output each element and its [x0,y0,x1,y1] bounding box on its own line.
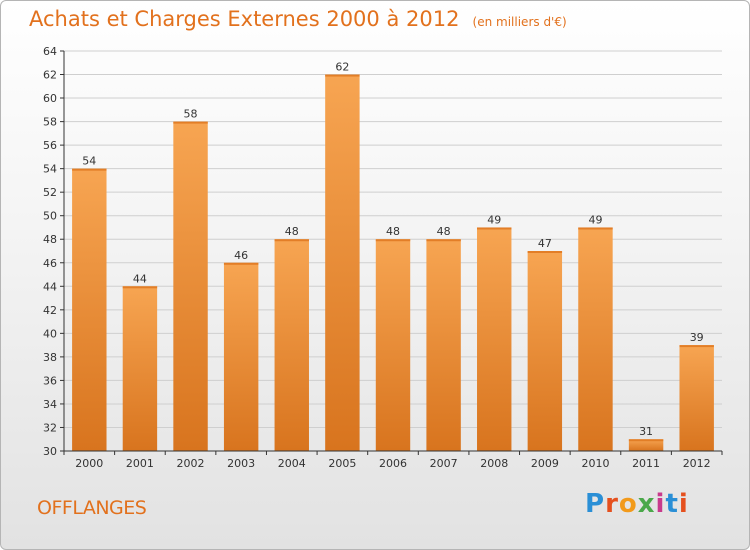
x-tick-label: 2000 [75,457,103,470]
bar [173,121,208,452]
bar [679,345,714,451]
bar-group [325,74,360,451]
bar [72,168,107,451]
x-tick-label: 2008 [480,457,508,470]
bar-top-edge [628,439,664,442]
y-tick-label: 48 [43,233,57,246]
bar-group [122,286,158,451]
data-label: 48 [285,225,299,238]
y-tick-label: 52 [43,186,57,199]
logo-letter: P [585,489,606,519]
data-label: 48 [386,225,400,238]
bar [426,239,461,451]
logo-letter: i [678,489,689,519]
bar [223,262,259,451]
bar-group [72,168,107,451]
y-tick-label: 34 [43,398,57,411]
y-tick-label: 38 [43,351,57,364]
bar-top-edge [375,239,411,242]
bar-group [527,251,563,451]
logo-letter: x [637,489,656,519]
y-tick-label: 32 [43,421,57,434]
bar-top-edge [274,239,309,242]
logo-letter: i [655,489,666,519]
y-tick-label: 50 [43,210,57,223]
bar-top-edge [325,74,360,77]
y-tick-label: 60 [43,92,57,105]
x-tick-label: 2009 [531,457,559,470]
bar [477,227,512,451]
y-tick-label: 64 [43,45,57,58]
bar-group [679,345,714,451]
data-label: 49 [588,213,602,226]
bar-top-edge [122,286,158,289]
data-label: 48 [437,225,451,238]
bar-group [375,239,411,451]
data-label: 44 [133,272,147,285]
proxiti-logo: Proxiti [585,489,689,519]
bar-top-edge [72,168,107,171]
bar-top-edge [477,227,512,230]
bar [628,439,664,451]
bar-top-edge [578,227,613,230]
x-tick-label: 2001 [126,457,154,470]
title-text: Achats et Charges Externes 2000 à 2012 [29,7,460,31]
logo-letter: t [665,489,679,519]
data-label: 39 [690,331,704,344]
data-label: 31 [639,425,653,438]
place-name: OFFLANGES [37,497,147,519]
bar-group [274,239,309,451]
x-tick-label: 2002 [177,457,205,470]
chart-title: Achats et Charges Externes 2000 à 2012 (… [29,7,567,31]
bar-group [426,239,461,451]
logo-letter: o [618,489,638,519]
y-tick-label: 44 [43,280,57,293]
x-tick-label: 2005 [328,457,356,470]
bar-group [223,262,259,451]
data-label: 47 [538,237,552,250]
bar-top-edge [223,262,259,265]
bar [122,286,158,451]
bar [274,239,309,451]
bar-group [628,439,664,451]
bar-top-edge [426,239,461,242]
y-tick-label: 30 [43,445,57,458]
data-label: 58 [184,108,198,121]
y-tick-label: 40 [43,327,57,340]
y-tick-label: 46 [43,257,57,270]
y-tick-label: 62 [43,69,57,82]
y-tick-label: 36 [43,374,57,387]
logo-letter: r [605,489,619,519]
y-tick-label: 54 [43,163,57,176]
x-tick-label: 2006 [379,457,407,470]
bar [375,239,411,451]
x-tick-label: 2007 [430,457,458,470]
bar [578,227,613,451]
bar [325,74,360,451]
unit-label: (en milliers d'€) [472,15,567,29]
bar-group [477,227,512,451]
x-tick-label: 2010 [581,457,609,470]
bar-top-edge [173,121,208,124]
y-tick-label: 42 [43,304,57,317]
bar-top-edge [527,251,563,253]
bar-group [578,227,613,451]
bar-group [173,121,208,452]
y-tick-label: 56 [43,139,57,152]
y-tick-label: 58 [43,116,57,129]
x-tick-label: 2004 [278,457,306,470]
data-label: 62 [335,61,349,74]
data-label: 49 [487,213,501,226]
bar-top-edge [679,345,714,348]
data-label: 54 [82,155,96,168]
data-label: 46 [234,249,248,262]
x-tick-label: 2012 [683,457,711,470]
bar [527,251,563,451]
x-tick-label: 2011 [632,457,660,470]
x-tick-label: 2003 [227,457,255,470]
